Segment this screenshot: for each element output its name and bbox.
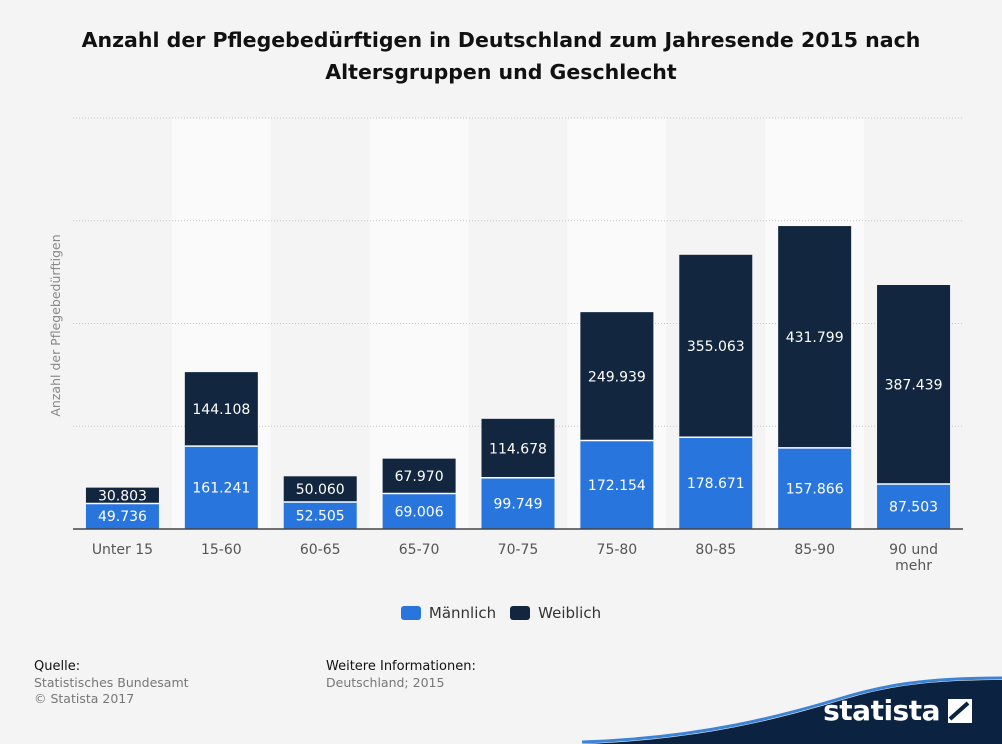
category-band xyxy=(73,118,172,529)
data-label-female: 387.439 xyxy=(885,378,943,394)
bar-female xyxy=(778,226,852,448)
chart-title: Anzahl der Pflegebedürftigen in Deutschl… xyxy=(81,28,921,84)
copyright-text: © Statista 2017 xyxy=(34,691,135,706)
x-tick-label: 65-70 xyxy=(399,542,440,558)
info-text: Deutschland; 2015 xyxy=(326,675,445,690)
data-label-female: 431.799 xyxy=(786,330,844,346)
legend-swatch-female xyxy=(510,606,531,620)
data-label-male: 99.749 xyxy=(494,496,543,512)
bar-female xyxy=(85,487,159,504)
x-tick-label: 75-80 xyxy=(597,542,638,558)
bar-female xyxy=(283,476,357,503)
x-tick-label: 15-60 xyxy=(201,542,242,558)
source-block: Quelle: Statistisches Bundesamt © Statis… xyxy=(34,659,189,707)
stacked-bar-chart: Anzahl der Pflegebedürftigen 49.736 30.803… xyxy=(48,117,963,574)
data-label-female: 67.970 xyxy=(395,469,444,485)
bar-female xyxy=(481,418,555,478)
x-tick-label: 80-85 xyxy=(695,542,736,558)
data-label-male: 161.241 xyxy=(192,481,250,497)
data-label-female: 144.108 xyxy=(192,402,250,418)
bar-male xyxy=(184,446,258,529)
legend-label-male: Männlich xyxy=(428,604,497,622)
legend: Männlich Weiblich xyxy=(0,604,1002,622)
data-label-male: 69.006 xyxy=(395,504,444,520)
data-label-female: 114.678 xyxy=(489,441,547,457)
bar-male xyxy=(778,447,852,529)
x-tick-label: Unter 15 xyxy=(92,542,153,558)
bar-male xyxy=(85,503,159,529)
bar-male xyxy=(382,493,456,529)
data-label-male: 52.505 xyxy=(296,509,345,525)
x-tick-label: 90 und mehr xyxy=(889,542,938,574)
bar-female xyxy=(184,372,258,447)
info-label: Weitere Informationen: xyxy=(326,659,476,674)
data-label-female: 30.803 xyxy=(98,489,147,505)
data-label-male: 49.736 xyxy=(98,509,147,525)
statista-logo[interactable]: statista xyxy=(823,694,940,727)
x-tick-label: 60-65 xyxy=(300,542,341,558)
info-block: Weitere Informationen: Deutschland; 2015 xyxy=(326,659,476,691)
bar-female xyxy=(877,284,951,485)
bar-male xyxy=(283,502,357,529)
data-label-male: 178.671 xyxy=(687,476,745,492)
statista-logo-icon xyxy=(948,699,972,723)
bar-female xyxy=(382,458,456,494)
source-text: Statistisches Bundesamt xyxy=(34,675,189,690)
data-label-male: 172.154 xyxy=(588,478,646,494)
data-label-male: 157.866 xyxy=(786,481,844,497)
data-label-female: 355.063 xyxy=(687,339,745,355)
bar-female xyxy=(580,312,654,441)
bar-male xyxy=(580,440,654,529)
bar-male xyxy=(679,437,753,529)
bar-male xyxy=(481,477,555,529)
category-band xyxy=(270,118,370,529)
data-label-male: 87.503 xyxy=(889,500,938,516)
source-label: Quelle: xyxy=(34,659,81,674)
legend-label-female: Weiblich xyxy=(538,604,602,622)
bar-male xyxy=(877,484,951,529)
y-axis-label: Anzahl der Pflegebedürftigen xyxy=(48,234,63,416)
legend-swatch-male xyxy=(400,606,421,620)
brand-wave-shape xyxy=(582,676,1002,744)
legend-item-male[interactable]: Männlich xyxy=(400,604,497,622)
data-label-female: 249.939 xyxy=(588,369,646,385)
legend-item-female[interactable]: Weiblich xyxy=(510,604,601,622)
x-tick-label: 70-75 xyxy=(498,542,539,558)
x-tick-label: 85-90 xyxy=(794,542,835,558)
bar-female xyxy=(679,254,753,438)
data-label-female: 50.060 xyxy=(296,482,345,498)
